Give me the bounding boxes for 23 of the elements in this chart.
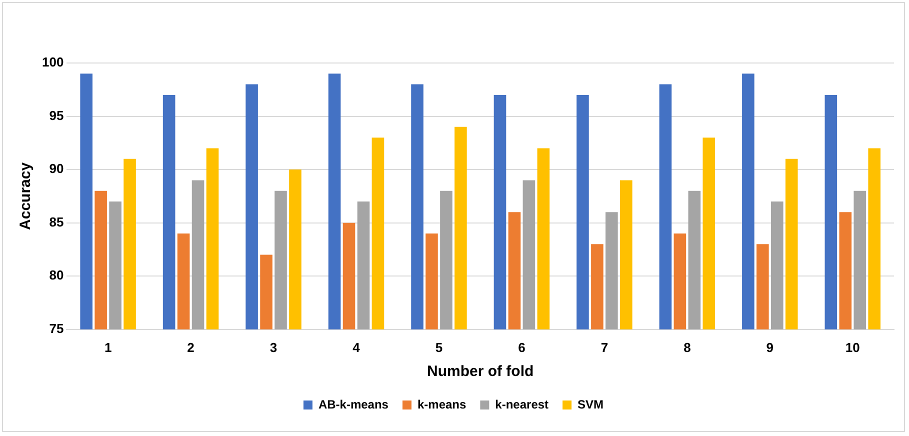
x-tick-label: 1 [104, 340, 112, 355]
x-tick-label: 8 [684, 340, 691, 355]
y-tick-label: 100 [42, 54, 64, 70]
x-tick-label: 4 [352, 340, 361, 355]
x-tick-label: 2 [187, 340, 194, 355]
y-tick-label: 85 [49, 214, 64, 230]
legend-label: k-nearest [495, 397, 549, 412]
x-tick-label: 7 [600, 340, 608, 355]
legend-label: AB-k-means [318, 397, 389, 412]
x-tick-label: 5 [435, 340, 443, 355]
x-tick-label: 6 [518, 340, 526, 355]
y-axis-title: Accuracy [17, 162, 34, 230]
y-tick-label: 80 [49, 268, 64, 283]
chart-frame: Number of fold Accuracy AB-k-means k-means k-nearest SVM 1 2 3 4 5 6 7 8 9 10 75 80 85 90 95 100 [2, 2, 905, 432]
y-tick-label: 75 [49, 320, 64, 336]
y-tick-label: 95 [49, 108, 64, 123]
x-tick-label: 10 [845, 340, 860, 355]
y-tick-label: 90 [49, 161, 64, 176]
x-tick-label: 9 [766, 340, 774, 355]
legend-label: SVM [578, 397, 604, 412]
legend-label: k-means [417, 397, 466, 412]
x-tick-label: 3 [270, 340, 278, 355]
x-axis-title: Number of fold [427, 363, 534, 380]
